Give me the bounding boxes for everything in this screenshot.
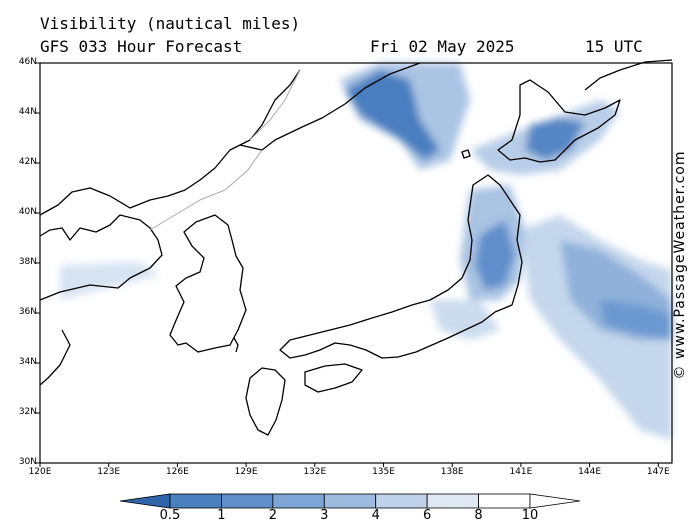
shandong-coast xyxy=(39,329,71,386)
country-borders xyxy=(149,69,301,231)
colorbar xyxy=(119,493,581,509)
colorbar-cell xyxy=(272,493,325,509)
lon-label: 144E xyxy=(578,467,602,477)
colorbar-label: 6 xyxy=(423,508,432,523)
sakhalin-coast xyxy=(584,59,673,91)
lon-label: 129E xyxy=(234,467,258,477)
fog-core-north xyxy=(345,70,440,160)
russia-coast xyxy=(239,62,421,151)
lon-label: 138E xyxy=(440,467,464,477)
colorbar-label: 10 xyxy=(521,508,539,523)
colorbar-cell xyxy=(169,493,222,509)
lat-label: 44N xyxy=(18,107,37,117)
lon-label: 126E xyxy=(165,467,189,477)
lat-label: 38N xyxy=(18,257,37,267)
china-coast-north xyxy=(39,69,301,216)
colorbar-cell xyxy=(221,493,274,509)
lat-label: 46N xyxy=(18,57,37,67)
border-china-korea xyxy=(149,149,263,231)
korea-coast xyxy=(169,214,247,353)
colorbar-cell xyxy=(323,493,377,509)
credit-text: © www.PassageWeather.com xyxy=(672,150,688,380)
colorbar-cell xyxy=(375,493,428,509)
border-china-russia xyxy=(249,69,301,141)
fog-core-honshu xyxy=(475,220,515,290)
coastlines xyxy=(39,59,673,436)
japan-shikoku xyxy=(304,363,363,393)
colorbar-label: 0.5 xyxy=(159,508,181,523)
colorbar-label: 8 xyxy=(474,508,483,523)
lon-label: 147E xyxy=(646,467,670,477)
colorbar-cell xyxy=(426,493,479,509)
japan-kyushu xyxy=(245,367,286,436)
colorbar-low-arrow xyxy=(119,493,171,509)
forecast-subtitle: GFS 033 Hour Forecast xyxy=(40,37,243,56)
lat-label: 32N xyxy=(18,407,37,417)
china-coast xyxy=(39,214,163,301)
island-sado xyxy=(461,149,471,159)
visibility-shading xyxy=(60,63,672,440)
lat-label: 36N xyxy=(18,307,37,317)
fog-core-hokkaido xyxy=(525,118,585,160)
japan-honshu xyxy=(279,174,523,359)
colorbar-label: 2 xyxy=(268,508,277,523)
lon-label: 141E xyxy=(509,467,533,477)
lat-label: 42N xyxy=(18,157,37,167)
colorbar-label: 1 xyxy=(217,508,226,523)
colorbar-high-arrow xyxy=(529,493,581,509)
japan-hokkaido xyxy=(497,79,621,163)
map-title: Visibility (nautical miles) xyxy=(40,14,301,33)
axis-ticks xyxy=(36,62,659,467)
lon-label: 135E xyxy=(372,467,395,477)
colorbar-cells xyxy=(169,493,531,509)
colorbar-cell xyxy=(478,493,531,509)
lon-label: 120E xyxy=(28,467,52,477)
lat-label: 40N xyxy=(18,207,37,217)
map-border xyxy=(39,62,673,464)
forecast-time: 15 UTC xyxy=(585,37,643,56)
forecast-date: Fri 02 May 2025 xyxy=(370,37,515,56)
lat-label: 30N xyxy=(18,457,37,467)
low-visibility-area-kyushu-sea xyxy=(430,300,500,340)
colorbar-label: 4 xyxy=(371,508,380,523)
fog-core-east xyxy=(600,300,672,340)
lat-label: 34N xyxy=(18,357,37,367)
colorbar-label: 3 xyxy=(320,508,329,523)
low-visibility-area-yellow-sea xyxy=(60,262,160,300)
lon-label: 123E xyxy=(97,467,121,477)
lon-label: 132E xyxy=(303,467,327,477)
island-tsushima xyxy=(233,337,239,353)
